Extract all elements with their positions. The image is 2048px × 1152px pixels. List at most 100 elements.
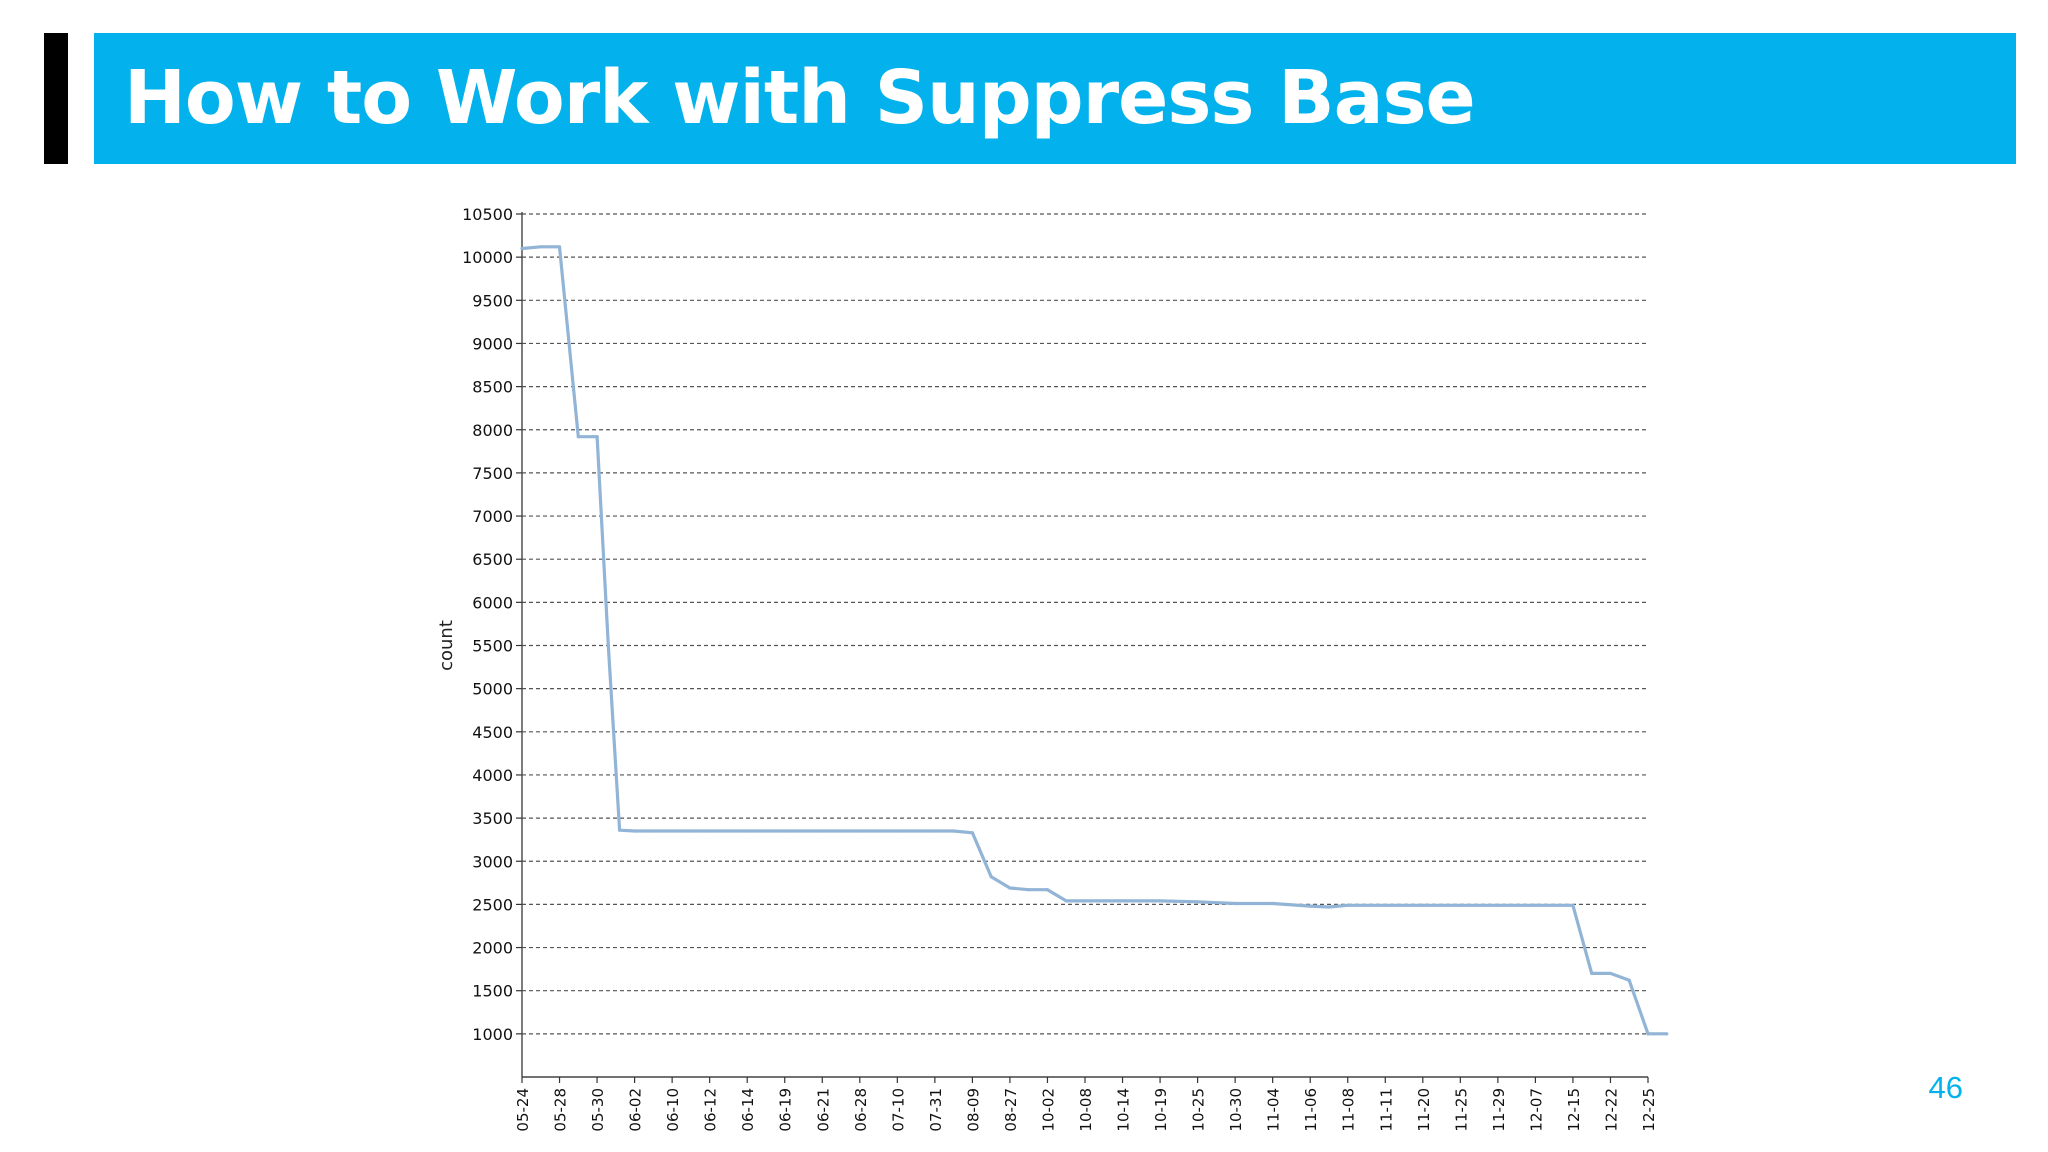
data-point — [1590, 971, 1594, 976]
y-tick-label: 2000 — [472, 939, 513, 958]
x-tick-label: 10-25 — [1190, 1088, 1208, 1132]
data-point — [1665, 1032, 1669, 1036]
x-tick-label: 05-24 — [514, 1088, 532, 1132]
x-tick-label: 11-11 — [1377, 1088, 1395, 1132]
x-tick-label: 10-02 — [1039, 1088, 1057, 1132]
x-tick-label: 10-19 — [1152, 1088, 1170, 1132]
x-tick-label: 10-08 — [1077, 1088, 1095, 1132]
page-number: 46 — [1928, 1070, 1963, 1105]
data-point — [952, 829, 956, 833]
y-tick-label: 3000 — [472, 852, 513, 871]
data-point — [1120, 899, 1125, 903]
x-tick-label: 06-10 — [664, 1088, 682, 1132]
x-tick-label: 10-30 — [1227, 1088, 1245, 1132]
data-point — [689, 829, 693, 833]
x-tick-label: 11-29 — [1490, 1088, 1508, 1132]
y-axis-label: count — [436, 620, 457, 671]
y-tick-label: 3500 — [472, 809, 513, 828]
data-point — [1308, 904, 1312, 908]
x-tick-label: 12-07 — [1527, 1088, 1545, 1132]
data-point — [1158, 899, 1162, 903]
y-tick-label: 5500 — [472, 637, 513, 656]
data-point — [933, 829, 937, 833]
x-tick-label: 08-09 — [964, 1088, 982, 1132]
y-tick-label: 2500 — [472, 895, 513, 914]
data-point — [1608, 971, 1613, 976]
data-point — [539, 245, 543, 249]
x-tick-label: 12-22 — [1602, 1088, 1620, 1132]
data-point — [989, 875, 993, 879]
data-point — [1646, 1032, 1650, 1036]
data-point — [1045, 888, 1050, 892]
data-point — [745, 829, 749, 833]
y-tick-label: 10500 — [462, 205, 513, 224]
data-point — [895, 829, 899, 833]
x-tick-label: 05-30 — [589, 1088, 607, 1132]
data-point — [1327, 905, 1331, 909]
data-point — [783, 829, 787, 833]
axes — [516, 212, 1649, 1083]
data-point — [820, 829, 824, 833]
x-tick-label: 07-31 — [927, 1088, 945, 1132]
x-tick-labels: 05-24 05-28 05-30 06-02 06-10 06-12 06-14 06-19… — [514, 1088, 1658, 1132]
data-point — [557, 245, 562, 249]
y-tick-label: 6000 — [472, 593, 513, 612]
y-tick-label: 8500 — [472, 378, 513, 397]
y-tick-label: 7000 — [472, 507, 513, 526]
data-point — [970, 831, 975, 835]
y-tick-label: 8000 — [472, 421, 513, 440]
x-tick-label: 06-19 — [777, 1088, 795, 1132]
data-point — [708, 829, 712, 833]
y-tick-label: 4500 — [472, 723, 513, 742]
data-point — [651, 829, 655, 833]
data-point — [1196, 900, 1200, 904]
x-tick-label: 05-28 — [552, 1088, 570, 1132]
data-point — [1383, 903, 1387, 907]
data-point — [595, 435, 599, 439]
x-tick-label: 08-27 — [1002, 1088, 1020, 1132]
x-tick-label: 11-20 — [1415, 1088, 1433, 1132]
data-point — [670, 829, 674, 833]
data-point — [1027, 888, 1031, 892]
y-tick-label: 5000 — [472, 680, 513, 699]
data-point — [1458, 903, 1462, 907]
x-tick-label: 12-25 — [1640, 1088, 1658, 1132]
x-tick-label: 06-14 — [739, 1088, 757, 1132]
slide-title: How to Work with Suppress Base — [124, 55, 1476, 141]
title-accent-bar — [44, 33, 68, 164]
x-tick-label: 10-14 — [1115, 1088, 1133, 1132]
y-tick-label: 1000 — [472, 1025, 513, 1044]
y-tick-label: 1500 — [472, 982, 513, 1001]
x-tick-label: 06-12 — [702, 1088, 720, 1132]
data-point — [633, 829, 637, 833]
data-point — [1008, 886, 1012, 890]
x-tick-label: 12-15 — [1565, 1088, 1583, 1132]
data-point — [1496, 903, 1500, 907]
y-tick-label: 9500 — [472, 291, 513, 310]
data-point — [576, 435, 580, 439]
x-tick-label: 11-25 — [1452, 1088, 1470, 1132]
data-point — [1571, 903, 1575, 907]
data-point — [1083, 899, 1087, 903]
y-tick-label: 9000 — [472, 334, 513, 353]
x-tick-label: 11-04 — [1265, 1088, 1283, 1132]
data-point — [1533, 903, 1537, 907]
y-tick-labels: 1000 1500 2000 2500 3000 3500 4000 4500 5000 5500… — [462, 205, 513, 1044]
x-tick-label: 06-21 — [814, 1088, 832, 1132]
y-tick-label: 6500 — [472, 550, 513, 569]
y-tick-label: 10000 — [462, 248, 513, 267]
x-tick-label: 11-06 — [1302, 1088, 1320, 1132]
x-tick-label: 07-10 — [889, 1088, 907, 1132]
y-tick-label: 7500 — [472, 464, 513, 483]
data-point — [1233, 901, 1237, 906]
data-point — [858, 829, 862, 833]
data-point — [1421, 903, 1425, 907]
title-banner: How to Work with Suppress Base — [94, 33, 2016, 164]
x-tick-label: 06-28 — [852, 1088, 870, 1132]
series — [520, 245, 1669, 1036]
data-point — [1627, 978, 1631, 982]
x-tick-label: 06-02 — [627, 1088, 645, 1132]
data-point — [617, 828, 622, 832]
